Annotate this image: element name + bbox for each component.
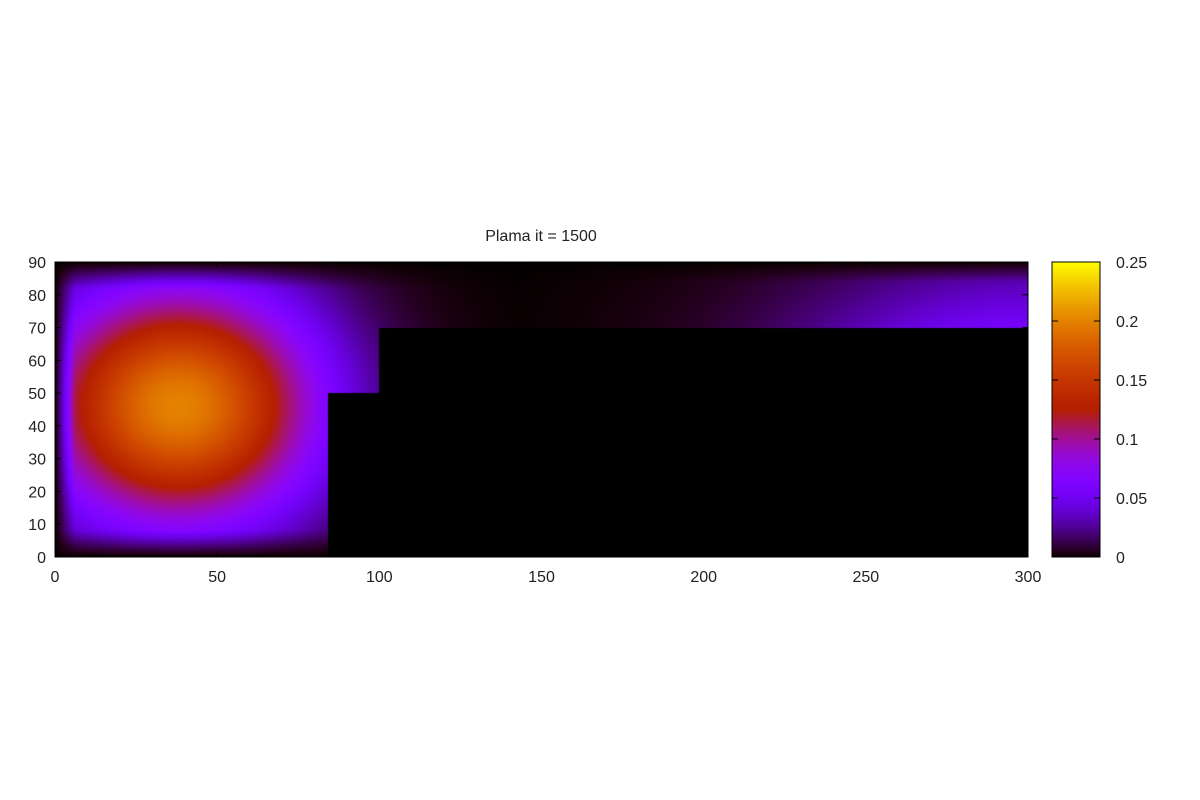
colorbar-axis: 0 0.05 0.1 0.15 0.2 0.25 <box>1052 255 1147 567</box>
y-tick-label: 80 <box>28 288 46 305</box>
colorbar-tick-label: 0.1 <box>1116 432 1138 449</box>
heatmap-plot-area <box>55 262 1028 557</box>
y-axis: 0 10 20 30 40 50 60 70 80 90 <box>28 255 1028 567</box>
y-tick-label: 10 <box>28 517 46 534</box>
y-tick-label: 70 <box>28 321 46 338</box>
x-tick-label: 300 <box>1015 569 1042 586</box>
x-tick-label: 150 <box>528 569 555 586</box>
x-tick-label: 100 <box>366 569 393 586</box>
y-tick-label: 0 <box>37 550 46 567</box>
y-tick-label: 30 <box>28 452 46 469</box>
colorbar-tick-label: 0.05 <box>1116 491 1147 508</box>
y-tick-label: 60 <box>28 353 46 370</box>
x-tick-label: 50 <box>208 569 226 586</box>
colorbar-tick-label: 0.2 <box>1116 314 1138 331</box>
chart-title: Plama it = 1500 <box>485 228 597 245</box>
y-tick-label: 40 <box>28 419 46 436</box>
colorbar-tick-label: 0 <box>1116 550 1125 567</box>
y-tick-label: 20 <box>28 484 46 501</box>
colorbar-tick-label: 0.25 <box>1116 255 1147 272</box>
x-tick-label: 250 <box>852 569 879 586</box>
colorbar-tick-label: 0.15 <box>1116 373 1147 390</box>
colorbar <box>1052 262 1100 557</box>
x-axis: 0 50 100 150 200 250 300 <box>51 262 1042 586</box>
x-tick-label: 200 <box>690 569 717 586</box>
y-tick-label: 90 <box>28 255 46 272</box>
y-tick-label: 50 <box>28 386 46 403</box>
x-tick-label: 0 <box>51 569 60 586</box>
colorbar-frame <box>1051 261 1101 558</box>
